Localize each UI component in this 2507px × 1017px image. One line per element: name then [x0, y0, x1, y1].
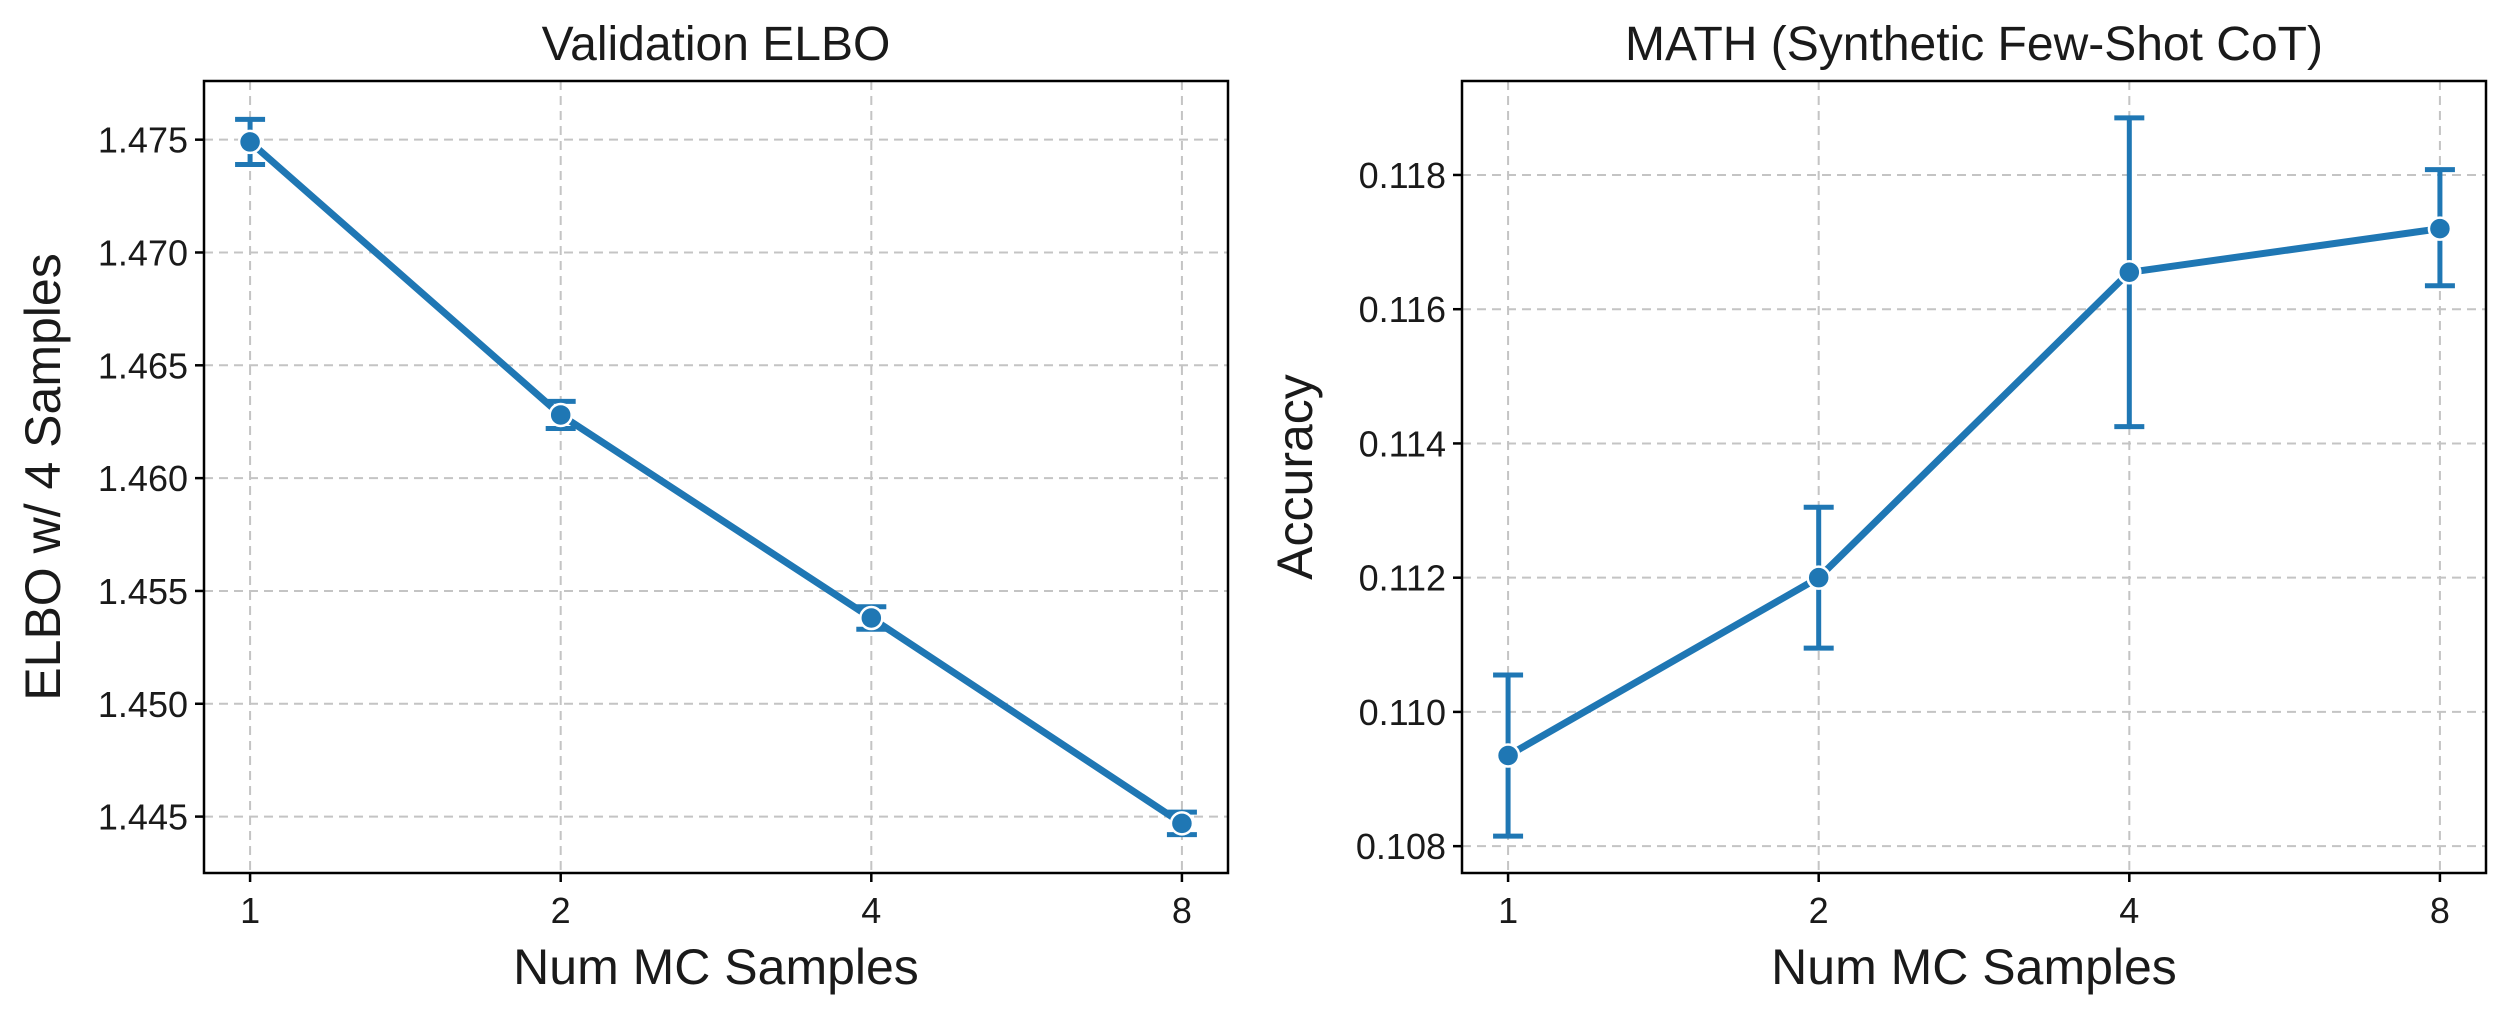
- data-point: [2427, 216, 2453, 241]
- data-point: [1169, 811, 1195, 836]
- y-ticks: 0.108 0.110 0.112 0.114 0.116 0.118: [1356, 155, 1462, 867]
- y-axis-label: ELBO w/ 4 Samples: [15, 253, 71, 700]
- data-point: [237, 129, 263, 155]
- x-ticks: 1 2 4 8: [1498, 873, 2450, 931]
- y-ticks: 1.445 1.450 1.455 1.460 1.465 1.470 1.475: [98, 120, 204, 838]
- x-tick-label: 4: [861, 890, 881, 931]
- x-tick-label: 1: [240, 890, 260, 931]
- chart-title: Validation ELBO: [542, 18, 891, 71]
- data-point: [548, 402, 573, 428]
- y-tick-label: 1.455: [98, 571, 188, 612]
- chart-math-accuracy: MATH (Synthetic Few-Shot CoT) 1 2 4 8 0.108…: [1267, 18, 2488, 995]
- y-tick-label: 1.460: [98, 458, 188, 499]
- x-axis-label: Num MC Samples: [513, 939, 919, 995]
- plot-frame: [202, 79, 1230, 875]
- x-tick-label: 1: [1498, 890, 1518, 931]
- series-line: [1504, 225, 2444, 760]
- x-axis-label: Num MC Samples: [1771, 939, 2177, 995]
- y-tick-label: 0.118: [1359, 155, 1446, 196]
- x-ticks: 1 2 4 8: [240, 873, 1192, 931]
- y-axis-label: Accuracy: [1267, 374, 1323, 580]
- chart-title: MATH (Synthetic Few-Shot CoT): [1625, 18, 2323, 71]
- series: [235, 116, 1197, 838]
- y-tick-label: 0.114: [1359, 423, 1446, 464]
- data-point: [859, 605, 884, 631]
- x-tick-label: 4: [2119, 890, 2139, 931]
- y-tick-label: 0.108: [1356, 826, 1446, 867]
- x-tick-label: 8: [2430, 890, 2450, 931]
- x-tick-label: 8: [1172, 890, 1192, 931]
- y-tick-label: 0.116: [1359, 289, 1446, 330]
- data-point: [2117, 260, 2142, 285]
- y-tick-label: 1.470: [98, 232, 188, 273]
- grid: [1462, 81, 2486, 873]
- x-tick-label: 2: [551, 890, 571, 931]
- chart-validation-elbo: Validation ELBO 1 2 4 8 1.445 1.450 1.455 1.46…: [15, 18, 1230, 995]
- x-tick-label: 2: [1809, 890, 1829, 931]
- y-tick-label: 1.475: [98, 120, 188, 161]
- series-line: [246, 138, 1186, 827]
- y-tick-label: 0.110: [1359, 692, 1446, 733]
- y-tick-label: 0.112: [1359, 558, 1446, 599]
- y-tick-label: 1.445: [98, 797, 188, 838]
- data-point: [1806, 565, 1831, 590]
- y-tick-label: 1.465: [98, 345, 188, 386]
- data-point: [1495, 743, 1521, 768]
- series: [1493, 115, 2455, 839]
- y-tick-label: 1.450: [98, 684, 188, 725]
- plot-frame: [1460, 79, 2488, 875]
